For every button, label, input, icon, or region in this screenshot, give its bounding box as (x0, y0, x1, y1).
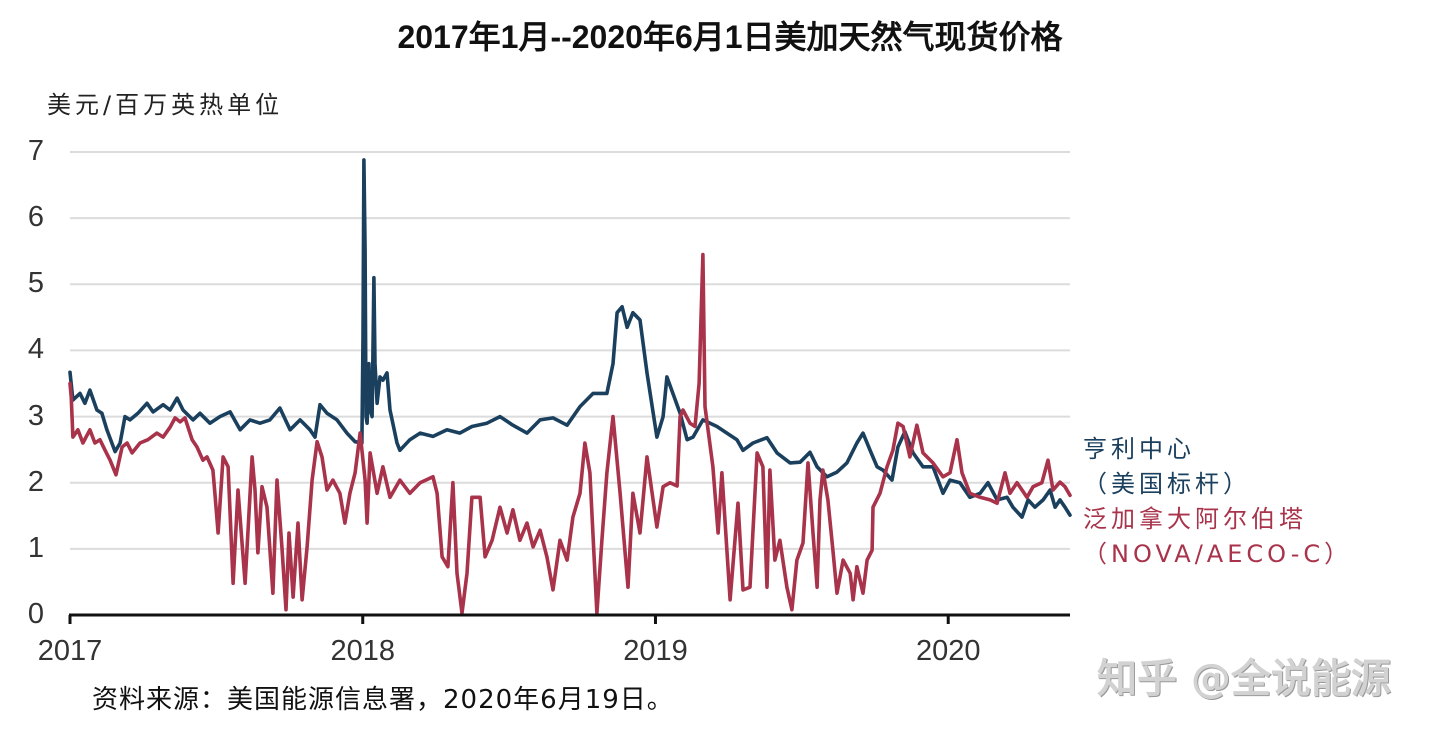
x-tick-label: 2018 (330, 635, 395, 667)
aeco-line (68, 252, 1072, 615)
legend-henry-hub-note: （美国标杆） (1083, 470, 1251, 498)
y-axis-label: 美元/百万英热单位 (47, 91, 284, 119)
y-tick-label: 3 (27, 399, 45, 432)
legend: 亨利中心 （美国标杆） 泛加拿大阿尔伯塔 （NOVA/AECO-C） (1083, 432, 1352, 572)
y-tick-label: 2 (27, 465, 45, 498)
y-tick-label: 6 (27, 201, 45, 234)
y-tick-label: 0 (27, 598, 45, 630)
henry-hub-line (68, 158, 1072, 519)
x-tick-label: 2019 (623, 635, 688, 667)
legend-aeco-name: 泛加拿大阿尔伯塔 (1083, 505, 1307, 533)
y-tick-label: 1 (27, 531, 45, 564)
x-axis (68, 613, 1070, 624)
watermark: 知乎 @全说能源 (1097, 656, 1391, 702)
x-tick-label: 2017 (37, 635, 103, 667)
series-lines (68, 158, 1072, 615)
chart-title: 2017年1月--2020年6月1日美加天然气现货价格 (397, 19, 1063, 55)
y-tick-label: 5 (27, 267, 45, 300)
legend-henry-hub-name: 亨利中心 (1083, 435, 1195, 463)
y-tick-label: 7 (27, 135, 45, 167)
legend-aeco-note: （NOVA/AECO-C） (1083, 540, 1353, 568)
y-tick-label: 4 (27, 333, 45, 366)
source-note: 资料来源：美国能源信息署，2020年6月19日。 (92, 685, 674, 715)
x-tick-label: 2020 (915, 635, 981, 667)
